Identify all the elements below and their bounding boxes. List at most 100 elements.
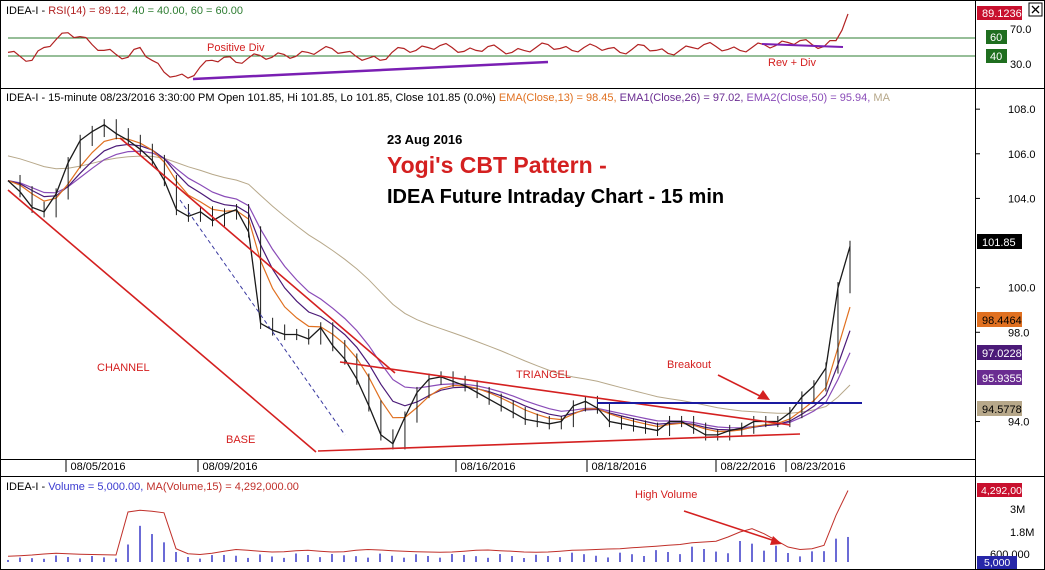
rev-div-label: Rev + Div [768, 57, 816, 69]
price-axis-ticks: 108.0 106.0 104.0 100.0 98.0 94.0 [975, 104, 1036, 429]
volume-bar [535, 554, 537, 562]
rsi-level-60-tag [986, 30, 1007, 44]
close-button[interactable] [1028, 2, 1043, 17]
rsi-tick-70: 70.0 [1010, 24, 1031, 36]
volume-bar [799, 556, 801, 562]
volume-bar [595, 555, 597, 562]
volume-bar [607, 557, 609, 562]
volume-bar [259, 554, 261, 562]
chart-subtitle: IDEA Future Intraday Chart - 15 min [387, 186, 724, 208]
volume-bar [7, 559, 9, 562]
volume-bar [343, 555, 345, 562]
volume-bar [331, 554, 333, 562]
triangle-lower-line [317, 433, 801, 452]
rsi-line [7, 13, 849, 79]
volume-bar [115, 558, 117, 562]
volume-bar [559, 557, 561, 562]
volume-bar [199, 558, 201, 562]
volume-bar [379, 553, 381, 562]
volume-bar [163, 542, 165, 562]
rsi-level-60-tag-text: 60 [990, 32, 1002, 44]
date-axis-label: 08/09/2016 [202, 461, 257, 473]
volume-bar [151, 534, 153, 562]
volume-bar [19, 557, 21, 562]
price-axis-tick-label: 94.0 [1008, 417, 1029, 429]
rsi-header-sep: - [38, 5, 48, 17]
volume-bar [583, 554, 585, 562]
price-value-tag-text-ema13: 98.4464 [982, 315, 1022, 327]
volume-bar [631, 554, 633, 562]
positive-div-label: Positive Div [207, 42, 265, 54]
volume-bar [823, 551, 825, 562]
volume-bar [751, 543, 753, 562]
volume-bar [703, 549, 705, 562]
volume-bar [67, 557, 69, 562]
price-header-symbol: IDEA-I [6, 92, 38, 104]
price-header-ema26: EMA1(Close,26) = 97.02, [617, 92, 744, 104]
volume-bar [223, 554, 225, 562]
triangle-label: TRIANGEL [516, 369, 571, 381]
volume-bar [667, 552, 669, 562]
volume-bar [475, 556, 477, 562]
chart-title: Yogi's CBT Pattern - [387, 152, 607, 178]
volume-bar [787, 553, 789, 562]
volume-tick-3m: 3M [1010, 504, 1025, 516]
volume-bar [391, 555, 393, 562]
volume-bar [127, 544, 129, 562]
volume-bar [763, 550, 765, 562]
volume-bar [439, 557, 441, 562]
high-volume-arrow-head [770, 536, 782, 545]
high-volume-arrow [683, 510, 776, 542]
price-panel: IDEA-I - 15-minute 08/23/2016 3:30:00 PM… [0, 88, 1045, 477]
volume-bar [847, 536, 849, 562]
date-axis-label: 08/18/2016 [591, 461, 646, 473]
price-axis-tick-label: 108.0 [1008, 104, 1036, 116]
channel-label: CHANNEL [97, 362, 150, 374]
volume-bar [91, 556, 93, 562]
volume-bar [367, 557, 369, 562]
price-value-tag-price [977, 234, 1022, 249]
triangle-upper-line [339, 361, 791, 426]
volume-bar [679, 554, 681, 562]
volume-bar [55, 555, 57, 562]
date-axis-label: 08/23/2016 [790, 461, 845, 473]
volume-bar [499, 554, 501, 562]
channel-lower-line [7, 189, 317, 453]
date-axis-label: 08/16/2016 [460, 461, 515, 473]
price-header: IDEA-I - 15-minute 08/23/2016 3:30:00 PM… [6, 92, 891, 104]
volume-bar [295, 553, 297, 562]
volume-bar [43, 558, 45, 562]
volume-bar [139, 525, 141, 562]
rsi-level-40-tag-text: 40 [990, 51, 1002, 63]
volume-bar [403, 557, 405, 562]
price-value-tag-ema50 [977, 370, 1022, 385]
volume-last-tag-text: 5,000 [984, 557, 1010, 569]
volume-bar [775, 545, 777, 562]
rsi-current-tag-text: 89.1236 [982, 8, 1022, 20]
price-value-tag-ema13 [977, 312, 1022, 327]
volume-bar [103, 557, 105, 562]
volume-header-ma: MA(Volume,15) = 4,292,000.00 [143, 481, 299, 493]
breakout-arrow [717, 374, 763, 398]
volume-bar [511, 556, 513, 562]
price-header-info: - 15-minute 08/23/2016 3:30:00 PM Open 1… [38, 92, 498, 104]
rsi-positive-div-line [192, 60, 549, 81]
volume-bar [547, 556, 549, 562]
volume-bar [319, 557, 321, 562]
channel-dashed-line [179, 199, 346, 436]
price-value-tag-ema200 [977, 401, 1022, 416]
rsi-level-40-tag [986, 49, 1007, 63]
volume-bar [307, 555, 309, 562]
rsi-current-tag [977, 6, 1022, 20]
volume-header: IDEA-I - Volume = 5,000.00, MA(Volume,15… [6, 481, 299, 493]
rsi-tick-30: 30.0 [1010, 59, 1031, 71]
price-value-tag-text-price: 101.85 [982, 237, 1016, 249]
volume-bar [691, 546, 693, 562]
volume-bar [739, 541, 741, 562]
volume-header-name: Volume = 5,000.00, [48, 481, 143, 493]
price-value-tag-ema26 [977, 345, 1022, 360]
volume-bar [523, 558, 525, 562]
close-icon[interactable] [1031, 5, 1040, 14]
volume-bar [211, 555, 213, 562]
